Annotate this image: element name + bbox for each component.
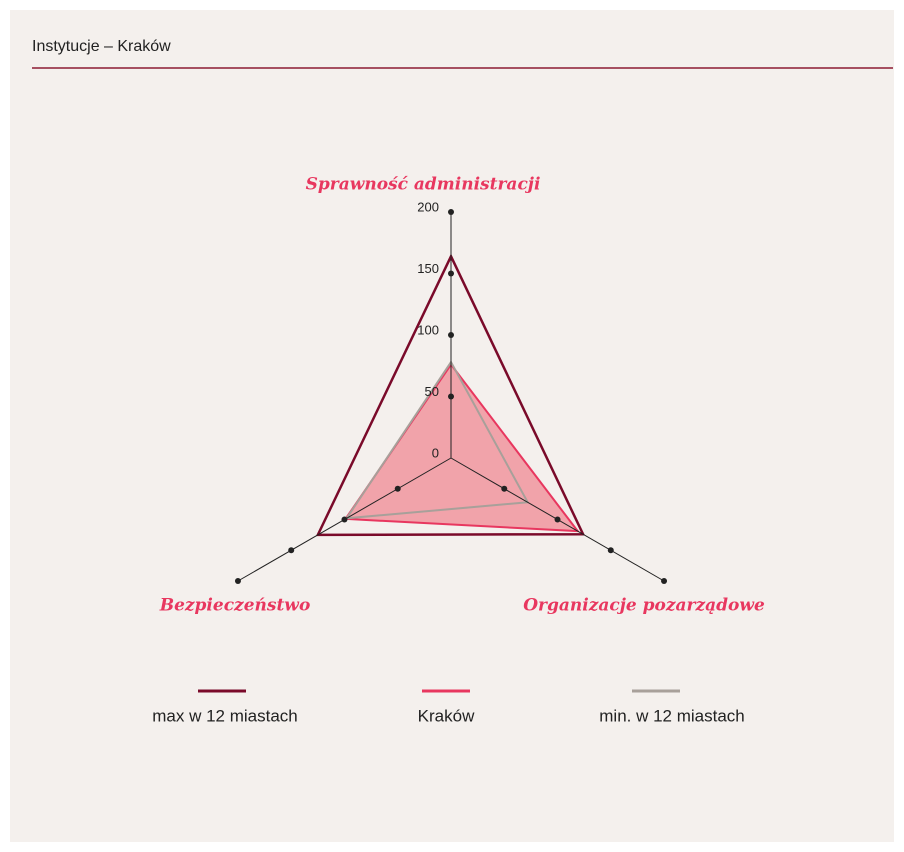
category-label: Organizacje pozarządowe: [523, 596, 765, 616]
r-tick-label: 150: [417, 261, 439, 276]
legend-label: max w 12 miastach: [152, 706, 298, 725]
category-label: Bezpieczeństwo: [159, 596, 311, 616]
tick-dot: [448, 270, 454, 277]
r-tick-label: 0: [432, 445, 439, 460]
tick-dot: [554, 516, 561, 523]
tick-dot: [501, 485, 508, 492]
legend-label: Kraków: [418, 706, 475, 725]
series-polygon: [344, 360, 530, 520]
category-label: Sprawność administracji: [306, 175, 541, 195]
tick-dot: [288, 547, 295, 554]
tick-dot: [394, 485, 401, 492]
chart-title: Instytucje – Kraków: [32, 38, 171, 55]
tick-dot: [341, 516, 348, 523]
series-polygon: [315, 253, 586, 537]
r-tick-label: 50: [425, 384, 439, 399]
tick-dot: [234, 578, 241, 584]
r-tick-label: 100: [417, 322, 439, 337]
tick-dot: [607, 547, 614, 554]
tick-dot: [448, 209, 454, 215]
legend-label: min. w 12 miastach: [599, 706, 745, 725]
tick-dot: [448, 393, 454, 400]
tick-dot: [448, 332, 454, 338]
r-tick-label: 200: [417, 199, 439, 214]
tick-dot: [661, 578, 668, 584]
